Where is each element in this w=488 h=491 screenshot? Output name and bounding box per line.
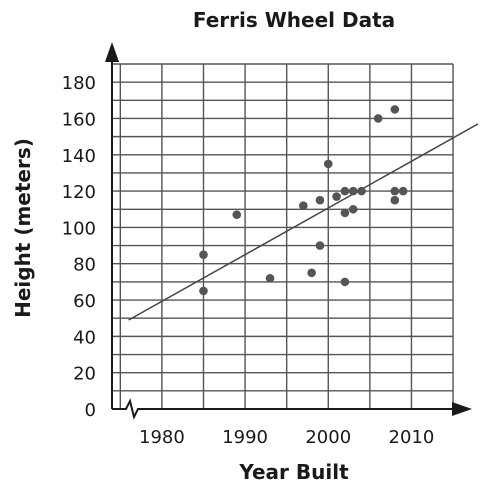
y-tick-label: 40 [73, 327, 96, 348]
data-point [390, 105, 400, 114]
x-tick-label: 2010 [389, 427, 435, 448]
x-tick-label: 2000 [305, 427, 351, 448]
data-point [340, 186, 350, 196]
data-point [307, 268, 316, 278]
y-tick-label: 0 [85, 400, 96, 421]
data-point [265, 273, 275, 283]
axes [105, 42, 472, 420]
x-axis-arrow [452, 402, 472, 416]
x-axis-line [112, 398, 452, 420]
data-point [315, 195, 325, 205]
data-point [315, 241, 325, 250]
data-point [398, 186, 408, 196]
trend-line-group [128, 123, 479, 321]
x-axis-title: Year Built [238, 460, 349, 484]
y-tick-label: 140 [62, 146, 96, 167]
y-tick-label: 20 [73, 364, 96, 385]
data-point [199, 250, 208, 259]
y-tick-label: 60 [73, 291, 96, 312]
data-point [332, 192, 341, 201]
data-point [323, 159, 333, 169]
y-tick-label: 180 [62, 73, 96, 94]
data-point [232, 210, 242, 220]
y-tick-label: 160 [62, 109, 96, 130]
chart-title: Ferris Wheel Data [193, 8, 395, 32]
y-axis-arrow [105, 42, 119, 62]
data-point [299, 201, 308, 210]
data-point [340, 277, 350, 287]
data-point [340, 208, 350, 218]
y-axis-title: Height (meters) [11, 138, 35, 318]
data-point [348, 186, 358, 196]
data-point [373, 114, 383, 123]
data-point [348, 204, 358, 214]
x-tick-label: 1990 [222, 427, 268, 448]
data-point [199, 286, 208, 296]
data-point [357, 186, 366, 196]
x-tick-label: 1980 [139, 427, 185, 448]
y-tick-label: 80 [73, 255, 96, 276]
y-tick-label: 100 [62, 218, 96, 239]
tick-labels: 0 20 40 60 80 100 120 140 160 180 1980 1990 2000 2010 [62, 73, 435, 448]
trend-line [128, 123, 479, 321]
data-points [199, 105, 408, 296]
grid [112, 63, 454, 409]
data-point [390, 195, 400, 205]
data-point [390, 186, 400, 196]
y-tick-label: 120 [62, 182, 96, 203]
